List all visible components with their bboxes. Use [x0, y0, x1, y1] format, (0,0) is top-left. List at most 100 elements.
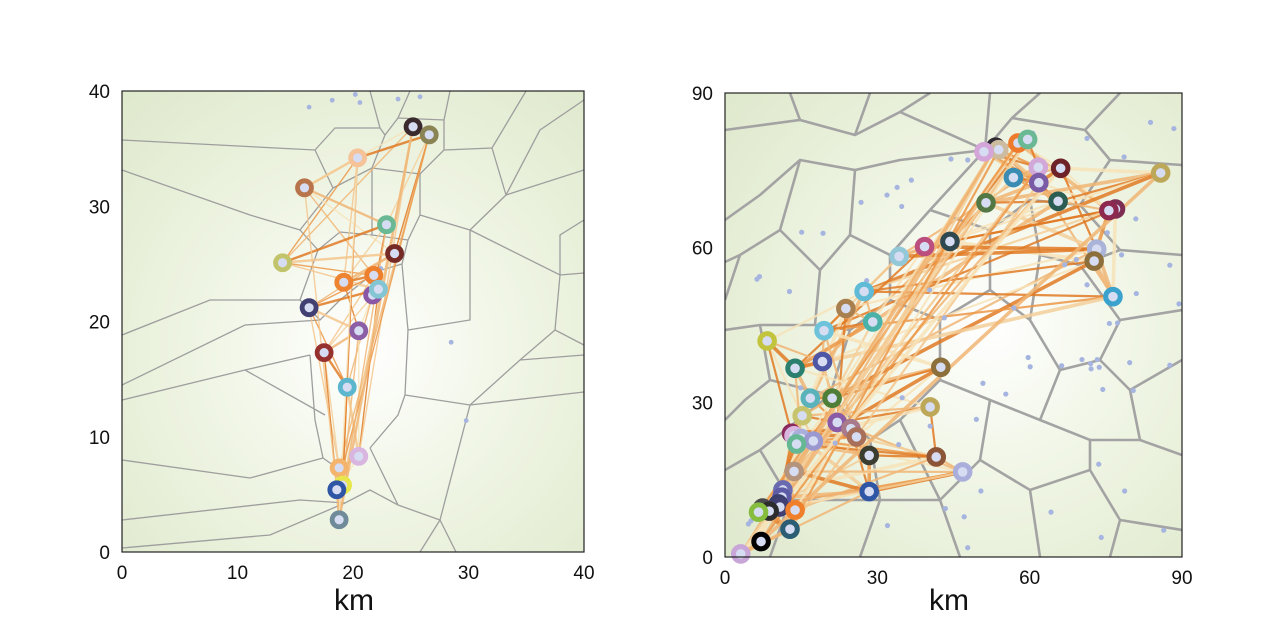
left-plot-background [122, 91, 584, 552]
y-tick-label: 30 [692, 393, 713, 414]
site-marker [329, 510, 349, 530]
x-tick-label: 20 [342, 563, 363, 584]
background-point [786, 288, 793, 295]
background-point [1130, 387, 1136, 394]
site-marker [1029, 172, 1049, 193]
right-frame [724, 92, 1183, 558]
site-marker [846, 427, 867, 447]
site-marker [299, 298, 319, 318]
background-point [1025, 354, 1031, 361]
site-marker [751, 531, 771, 552]
site-link [303, 186, 388, 226]
site-marker [1028, 157, 1049, 178]
background-point [980, 380, 986, 386]
background-point [927, 423, 933, 429]
background-point [1122, 488, 1128, 494]
background-point [463, 418, 469, 424]
background-point [894, 184, 900, 190]
x-tick-label: 0 [117, 563, 128, 584]
site-marker [337, 377, 357, 397]
site-marker [800, 388, 821, 409]
site-link [831, 320, 874, 400]
background-point [1161, 527, 1167, 533]
site-link [844, 248, 1098, 310]
site-marker [889, 246, 909, 267]
y-tick-label: 30 [89, 197, 110, 218]
site-link [793, 294, 1115, 371]
background-point [1062, 262, 1068, 268]
site-marker [403, 117, 423, 137]
x-tick-label: 10 [227, 563, 248, 584]
site-link [281, 126, 414, 264]
site-marker [822, 388, 842, 409]
background-point [448, 339, 454, 345]
site-link [948, 209, 1110, 243]
background-point [942, 505, 948, 512]
site-marker [1099, 200, 1119, 221]
site-link [303, 187, 375, 277]
site-marker [334, 272, 354, 292]
site-marker [976, 193, 996, 213]
background-point [1114, 320, 1121, 326]
background-point [1106, 320, 1112, 327]
background-point [978, 488, 984, 494]
site-marker [385, 244, 404, 263]
site-marker [348, 148, 368, 168]
background-point [884, 192, 890, 198]
site-marker [748, 502, 769, 522]
site-link [868, 454, 938, 459]
site-marker [786, 434, 807, 454]
background-point [352, 92, 358, 97]
site-marker [349, 321, 369, 341]
site-link [766, 339, 824, 363]
site-marker [757, 331, 777, 351]
site-marker [914, 236, 935, 257]
x-tick-label: 90 [1171, 568, 1192, 589]
site-marker [1017, 129, 1038, 150]
left-tick-labels: 0 10 20 30 40 0 10 20 30 40 [89, 82, 595, 584]
site-link [871, 245, 926, 324]
site-marker [730, 544, 751, 564]
background-point [306, 104, 312, 110]
site-link [281, 252, 396, 264]
background-point [1171, 125, 1177, 132]
site-marker [931, 357, 951, 378]
site-marker [1003, 167, 1024, 188]
site-link [323, 351, 340, 469]
background-point [1084, 282, 1090, 288]
y-tick-label: 20 [89, 313, 110, 334]
background-point [896, 442, 902, 448]
site-marker [377, 215, 396, 235]
right-voronoi-cells [725, 93, 1182, 557]
site-link [759, 166, 1040, 543]
site-link [855, 366, 942, 438]
site-link [780, 489, 872, 499]
background-point [329, 97, 335, 103]
background-point [798, 385, 804, 391]
left-sites [273, 117, 439, 530]
background-point [1079, 356, 1085, 363]
site-marker [862, 312, 883, 332]
site-marker [859, 445, 880, 466]
site-link [1111, 207, 1118, 299]
site-link [738, 166, 1063, 556]
site-marker [836, 298, 856, 319]
background-point [1176, 301, 1182, 307]
site-link [346, 385, 360, 458]
background-point [799, 229, 805, 235]
right-tick-labels: 0 30 60 90 0 30 60 90 [692, 84, 1193, 589]
background-point [1011, 305, 1017, 311]
site-marker [327, 480, 347, 500]
site-link [793, 367, 803, 440]
site-marker [785, 500, 805, 520]
site-marker [785, 358, 805, 379]
site-marker [814, 320, 834, 341]
site-marker [329, 458, 349, 478]
y-tick-label: 90 [692, 84, 713, 105]
site-marker [1103, 286, 1123, 307]
site-marker [295, 178, 314, 198]
background-point [1094, 356, 1100, 363]
site-link [343, 157, 359, 284]
background-point [820, 230, 826, 236]
y-tick-label: 10 [89, 428, 110, 449]
